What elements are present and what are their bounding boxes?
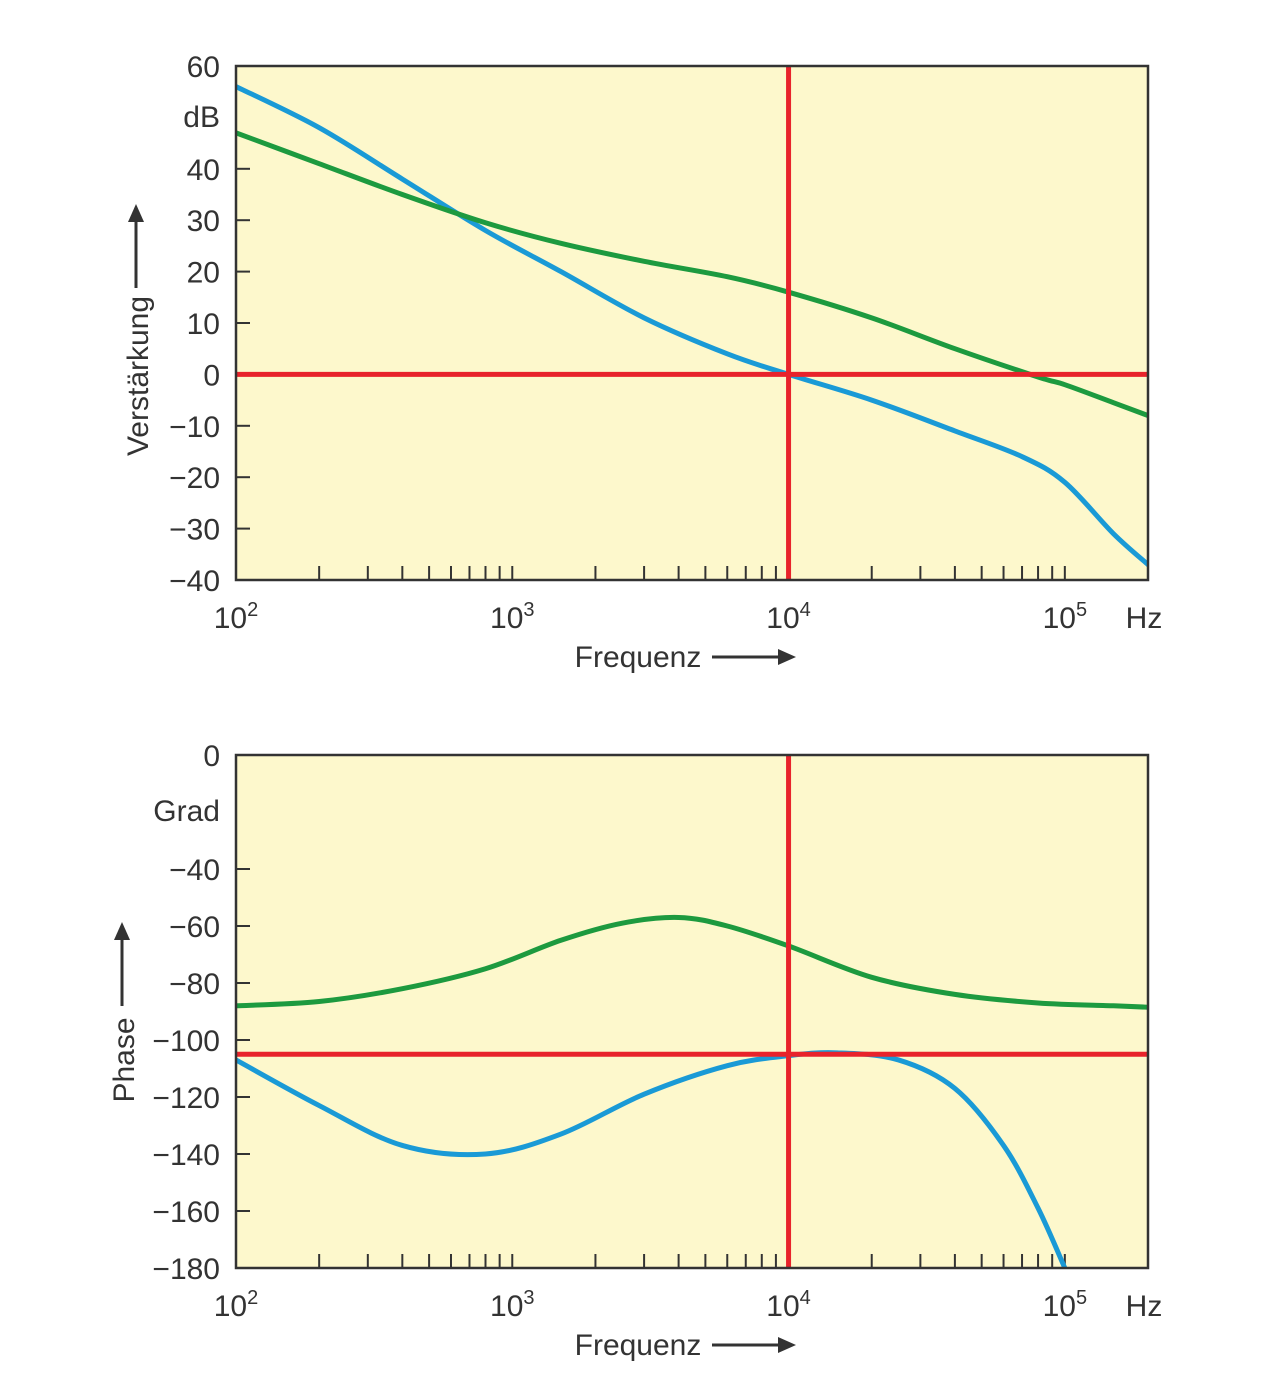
series-green-line	[236, 914, 1148, 1010]
y-tick-label: −160	[152, 1196, 220, 1229]
x-axis-title: Frequenz	[575, 641, 702, 674]
y-axis-title: Phase	[108, 1017, 141, 1102]
x-tick-label: 104	[766, 1287, 811, 1323]
x-axis-arrow-head	[778, 649, 796, 665]
y-tick-label: 40	[187, 154, 220, 187]
plot-area	[236, 66, 1148, 580]
y-tick-label: −180	[152, 1253, 220, 1286]
y-tick-label: −80	[169, 968, 220, 1001]
x-tick-label: 102	[214, 1287, 259, 1323]
x-tick-label: 102	[214, 599, 259, 635]
x-unit-label: Hz	[1126, 602, 1163, 635]
phase-chart: 0 −40 −60 −80 −100 −120 −140 −160 −180 Grad 102 103…	[108, 740, 1162, 1362]
y-tick-label: −140	[152, 1139, 220, 1172]
y-tick-label: −40	[169, 854, 220, 887]
y-unit-label: Grad	[153, 795, 220, 828]
y-tick-label: −60	[169, 911, 220, 944]
x-unit-label: Hz	[1126, 1290, 1163, 1323]
x-tick-label: 104	[766, 599, 811, 635]
y-tick-label: 0	[203, 740, 220, 773]
series-blue-line	[236, 1050, 1068, 1268]
y-tick-label: 10	[187, 308, 220, 341]
y-tick-label: −10	[169, 411, 220, 444]
plot-area	[236, 755, 1148, 1268]
x-tick-label: 105	[1043, 599, 1088, 635]
x-tick-label: 103	[490, 1287, 535, 1323]
x-tick-label: 105	[1043, 1287, 1088, 1323]
y-tick-label: 0	[203, 359, 220, 392]
x-tick-label: 103	[490, 599, 535, 635]
plot-frame	[234, 753, 1150, 1270]
plot-frame	[234, 64, 1150, 582]
y-axis-arrow-head	[128, 204, 144, 222]
y-axis-title: Verstärkung	[122, 296, 155, 456]
y-axis-arrow-head	[114, 922, 130, 940]
y-unit-label: dB	[183, 101, 220, 134]
y-tick-label: −20	[169, 462, 220, 495]
y-tick-label: 60	[187, 51, 220, 84]
y-tick-label: −120	[152, 1082, 220, 1115]
y-tick-label: −40	[169, 565, 220, 598]
x-axis-title: Frequenz	[575, 1329, 702, 1362]
y-tick-label: 20	[187, 257, 220, 290]
magnitude-chart: 60 40 30 20 10 0 −10 −20 −30 −40 dB 102 103 104 105 Hz F…	[122, 51, 1162, 674]
y-tick-label: −100	[152, 1025, 220, 1058]
series-green-line	[236, 130, 1148, 419]
series-blue-line	[236, 84, 1148, 568]
y-tick-label: −30	[169, 514, 220, 547]
y-tick-label: 30	[187, 205, 220, 238]
x-axis-arrow-head	[778, 1337, 796, 1353]
